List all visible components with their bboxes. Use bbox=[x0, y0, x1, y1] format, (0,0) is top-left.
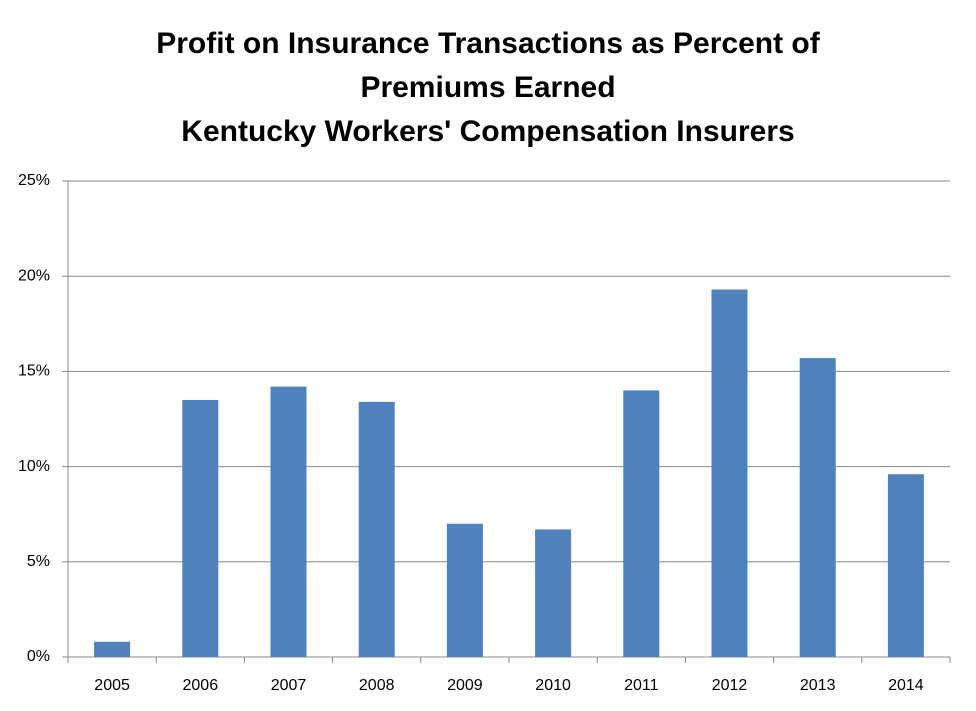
bar bbox=[799, 358, 836, 657]
x-tick-label: 2014 bbox=[888, 677, 924, 694]
bar bbox=[446, 523, 483, 657]
y-tick-label: 10% bbox=[18, 458, 50, 475]
y-tick-label: 25% bbox=[18, 172, 50, 189]
bar bbox=[182, 399, 219, 657]
x-tick-label: 2013 bbox=[800, 677, 836, 694]
y-tick-label: 15% bbox=[18, 363, 50, 380]
bar bbox=[358, 401, 395, 657]
y-tick-label: 20% bbox=[18, 267, 50, 284]
bar bbox=[711, 289, 748, 657]
x-tick-label: 2006 bbox=[183, 677, 219, 694]
x-tick-label: 2009 bbox=[447, 677, 483, 694]
y-tick-label: 0% bbox=[27, 648, 50, 665]
chart-title: Profit on Insurance Transactions as Perc… bbox=[156, 27, 821, 60]
x-tick-label: 2010 bbox=[535, 677, 571, 694]
bar bbox=[623, 390, 660, 657]
bar bbox=[887, 474, 924, 657]
chart-title: Premiums Earned bbox=[360, 71, 615, 104]
x-tick-label: 2011 bbox=[624, 677, 659, 694]
x-tick-label: 2012 bbox=[712, 677, 748, 694]
x-tick-label: 2005 bbox=[94, 677, 130, 694]
x-tick-label: 2008 bbox=[359, 677, 395, 694]
y-tick-label: 5% bbox=[27, 553, 50, 570]
bar bbox=[270, 386, 307, 657]
chart-title: Kentucky Workers' Compensation Insurers bbox=[181, 115, 794, 148]
bar bbox=[535, 529, 572, 657]
bar bbox=[94, 641, 131, 657]
x-tick-label: 2007 bbox=[271, 677, 307, 694]
